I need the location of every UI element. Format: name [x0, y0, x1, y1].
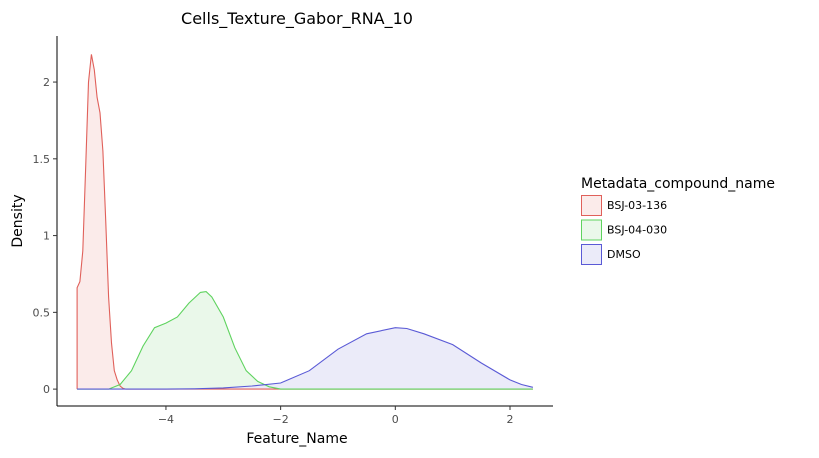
y-axis-title: Density: [10, 194, 26, 247]
legend-label-bsj-03-136: BSJ-03-136: [607, 199, 667, 212]
density-area-bsj-04-030: [77, 291, 533, 390]
legend-key-dmso: [581, 244, 602, 265]
y-tick-label: 1: [43, 230, 50, 243]
legend-key-bsj-04-030: [581, 219, 602, 241]
x-tick-label: −2: [273, 413, 289, 426]
x-tick-label: 2: [506, 413, 513, 426]
x-axis-ticks: −4 −2 0 2: [158, 406, 513, 426]
y-tick-label: 0.5: [33, 306, 51, 319]
legend-label-dmso: DMSO: [607, 248, 641, 261]
y-tick-label: 2: [43, 76, 50, 89]
legend-label-bsj-04-030: BSJ-04-030: [607, 224, 667, 237]
x-axis-title: Feature_Name: [246, 431, 347, 447]
x-tick-label: −4: [158, 413, 174, 426]
y-axis-ticks: 0 0.5 1 1.5 2: [33, 76, 57, 396]
y-tick-label: 1.5: [33, 153, 51, 166]
density-lines: [76, 54, 534, 390]
density-areas: [77, 54, 533, 390]
legend-items: BSJ-03-136 BSJ-04-030 DMSO: [581, 195, 667, 265]
density-area-dmso: [77, 327, 533, 390]
legend: Metadata_compound_name BSJ-03-136 BSJ-04-…: [581, 176, 775, 265]
chart-title: Cells_Texture_Gabor_RNA_10: [181, 9, 413, 29]
x-tick-label: 0: [392, 413, 399, 426]
density-area-bsj-03-136: [77, 54, 533, 390]
density-line-dmso: [77, 327, 534, 390]
legend-title: Metadata_compound_name: [581, 176, 775, 192]
density-line-bsj-04-030: [77, 291, 533, 390]
legend-key-bsj-03-136: [581, 195, 602, 216]
y-tick-label: 0: [43, 383, 50, 396]
density-line-bsj-03-136: [76, 54, 533, 390]
